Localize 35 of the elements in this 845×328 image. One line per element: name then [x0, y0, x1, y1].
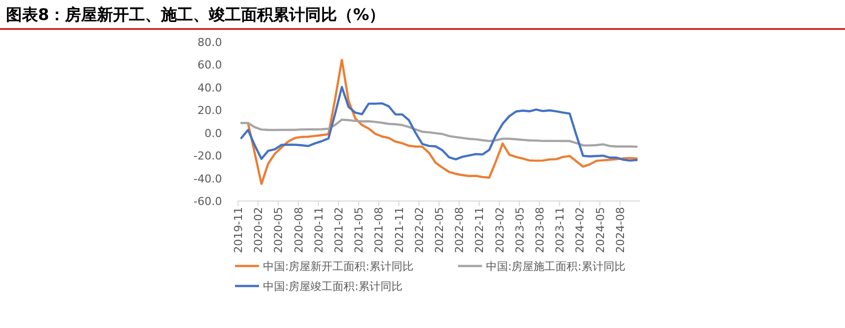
x-tick-label: 2022-11: [473, 207, 486, 253]
y-tick-label: -40.0: [194, 172, 222, 186]
line-series: [240, 118, 638, 148]
y-tick-label: -20.0: [194, 150, 222, 163]
chart-title: 图表8：房屋新开工、施工、竣工面积累计同比（%）: [6, 5, 386, 24]
x-tick-label: 2023-02: [493, 207, 506, 253]
x-tick-label: 2020-11: [312, 207, 326, 253]
y-tick-label: 60.0: [198, 58, 222, 72]
x-tick-label: 2019-11: [232, 207, 245, 253]
legend-label: 中国:房屋施工面积:累计同比: [486, 260, 626, 273]
x-tick-label: 2021-02: [332, 207, 346, 253]
x-tick-label: 2021-05: [352, 207, 366, 253]
x-tick-label: 2022-08: [453, 207, 466, 253]
x-tick-label: 2024-08: [614, 207, 627, 253]
x-tick-label: 2020-08: [292, 207, 306, 253]
x-tick-label: 2020-05: [272, 207, 286, 253]
x-tick-label: 2024-02: [574, 207, 587, 253]
line-series: [240, 86, 638, 162]
x-tick-label: 2022-05: [433, 207, 446, 253]
x-tick-label: 2023-08: [534, 207, 546, 253]
y-tick-label: 80.0: [198, 36, 222, 49]
y-tick-label: 40.0: [198, 81, 222, 94]
x-tick-label: 2023-05: [513, 207, 526, 253]
y-tick-label: 0.0: [204, 126, 222, 140]
x-tick-label: 2023-11: [554, 207, 567, 253]
line-series: [246, 58, 638, 185]
y-tick-label: 20.0: [198, 104, 222, 118]
x-tick-label: 2020-02: [252, 207, 266, 253]
x-tick-label: 2021-08: [372, 207, 386, 253]
x-tick-label: 2024-05: [594, 207, 607, 253]
x-tick-label: 2021-11: [392, 207, 406, 253]
legend-label: 中国:房屋竣工面积:累计同比: [263, 280, 402, 293]
x-tick-label: 2022-02: [412, 207, 426, 253]
legend-label: 中国:房屋新开工面积:累计同比: [263, 260, 414, 273]
y-tick-label: -60.0: [194, 195, 222, 208]
